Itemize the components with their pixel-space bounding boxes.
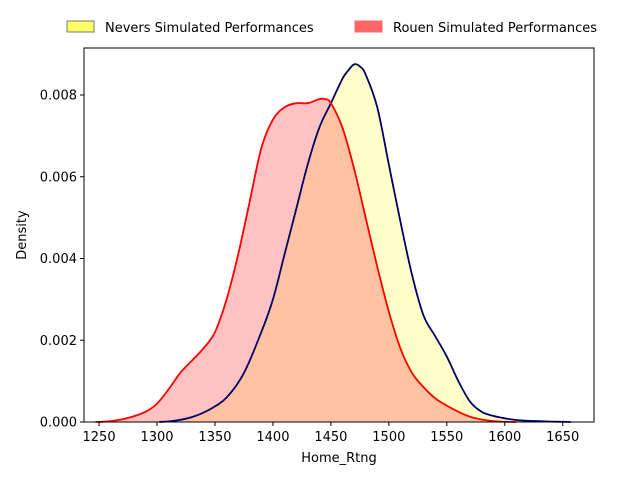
x-tick-label: 1550: [430, 430, 463, 445]
legend-label-nevers: Nevers Simulated Performances: [105, 21, 314, 36]
y-tick-label: 0.002: [40, 334, 77, 349]
legend-swatch-nevers: [66, 20, 95, 33]
x-tick-label: 1650: [546, 430, 579, 445]
x-tick-label: 1450: [314, 430, 347, 445]
density-line-nevers: [159, 63, 571, 423]
y-axis: 0.000 0.002 0.004 0.006 0.008: [40, 89, 84, 431]
plot-area: [95, 63, 571, 423]
density-area-nevers: [159, 64, 571, 423]
density-line-rouen: [95, 97, 517, 423]
density-area-rouen: [95, 98, 517, 422]
y-tick-label: 0.000: [40, 416, 77, 431]
legend-label-rouen: Rouen Simulated Performances: [393, 21, 597, 36]
x-axis: 1250 1300 1350 1400 1450 1500 1550 1600 1650: [83, 422, 579, 445]
x-tick-label: 1250: [83, 430, 116, 445]
x-tick-label: 1600: [488, 430, 521, 445]
x-tick-label: 1400: [256, 430, 289, 445]
axes-frame: [83, 47, 595, 423]
y-tick-label: 0.008: [40, 89, 77, 104]
x-tick-label: 1500: [372, 430, 405, 445]
y-tick-label: 0.004: [40, 252, 77, 267]
x-axis-title: Home_Rtng: [301, 451, 377, 466]
y-tick-label: 0.006: [40, 170, 77, 185]
x-tick-label: 1350: [198, 430, 231, 445]
x-tick-label: 1300: [140, 430, 173, 445]
y-axis-title: Density: [15, 210, 30, 260]
legend: Nevers Simulated Performances Rouen Simu…: [66, 20, 597, 36]
legend-swatch-rouen: [354, 20, 383, 33]
